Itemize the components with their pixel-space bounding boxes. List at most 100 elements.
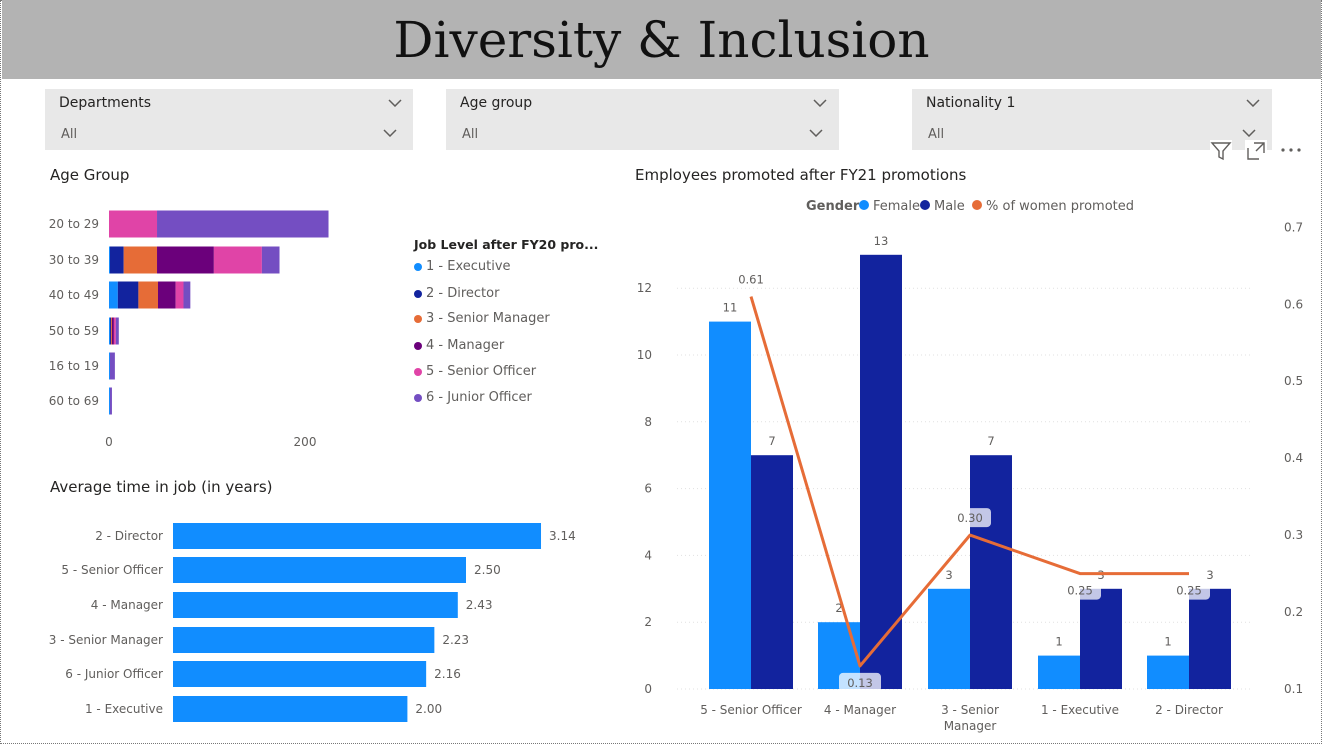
bar-segment <box>183 281 191 309</box>
chevron-down-icon[interactable] <box>383 129 397 137</box>
y-tick-label: 0 <box>644 682 652 696</box>
line-data-label: 0.25 <box>1067 584 1093 598</box>
bar <box>173 627 435 653</box>
category-label: 1 - Executive <box>85 702 163 716</box>
y-tick-label: 20 to 29 <box>49 217 99 231</box>
promoted-chart-title: Employees promoted after FY21 promotions <box>635 166 967 184</box>
age-group-chart-title: Age Group <box>50 166 130 184</box>
legend-title: Gender <box>806 199 860 214</box>
y2-tick-label: 0.6 <box>1284 297 1303 311</box>
data-label: 2.16 <box>434 667 461 681</box>
legend-label: Male <box>934 199 965 214</box>
category-label: 2 - Director <box>95 529 163 543</box>
focus-mode-icon[interactable] <box>1245 140 1267 162</box>
legend-item-senior-manager[interactable]: 3 - Senior Manager <box>414 311 550 326</box>
y-tick-label: 50 to 59 <box>49 324 99 338</box>
bar-segment <box>158 281 176 309</box>
slicer-dropdown-value[interactable]: All <box>61 127 78 142</box>
chevron-down-icon[interactable] <box>813 99 827 107</box>
data-label: 1 <box>1055 635 1062 649</box>
legend-item-manager[interactable]: 4 - Manager <box>414 338 504 353</box>
y2-tick-label: 0.7 <box>1284 220 1303 234</box>
page-title: Diversity & Inclusion <box>393 10 930 69</box>
x-tick-label: Manager <box>944 719 997 733</box>
bar-segment <box>109 387 112 415</box>
data-label: 3.14 <box>549 529 576 543</box>
chevron-down-icon[interactable] <box>809 129 823 137</box>
x-tick-label: 1 - Executive <box>1041 703 1119 717</box>
data-label: 2 <box>835 601 842 615</box>
avg-time-in-job-chart: 2 - Director 3.14 5 - Senior Officer 2.50 4 … <box>49 523 576 722</box>
legend-item-director[interactable]: 2 - Director <box>414 286 499 301</box>
line-label-box <box>1059 580 1101 600</box>
chevron-down-icon[interactable] <box>1246 99 1260 107</box>
bar <box>751 455 793 689</box>
bar-segment <box>123 246 158 274</box>
y2-tick-label: 0.2 <box>1284 605 1303 619</box>
legend-label: Female <box>873 199 920 214</box>
x-tick-label: 200 <box>294 435 317 449</box>
category-label: 6 - Junior Officer <box>65 667 163 681</box>
bar <box>970 455 1012 689</box>
bar-segment <box>109 210 158 238</box>
bar <box>928 588 970 689</box>
x-tick-label: 3 - Senior <box>941 703 999 717</box>
bar <box>173 696 408 722</box>
avg-time-chart-title: Average time in job (in years) <box>50 478 273 496</box>
data-label: 7 <box>987 434 994 448</box>
chevron-down-icon[interactable] <box>388 99 402 107</box>
chevron-down-icon[interactable] <box>1242 129 1256 137</box>
slicer-dropdown-value[interactable]: All <box>462 127 479 142</box>
category-label: 4 - Manager <box>91 598 163 612</box>
bar <box>1147 655 1189 689</box>
title-banner: Diversity & Inclusion <box>2 0 1321 79</box>
legend-marker <box>859 200 869 210</box>
bar <box>173 661 427 687</box>
bar-segment <box>117 281 139 309</box>
y-tick-label: 12 <box>637 281 652 295</box>
x-tick-label: 0 <box>105 435 113 449</box>
data-label: 7 <box>768 434 775 448</box>
bar-segment <box>157 246 214 274</box>
bar-segment <box>113 317 116 345</box>
slicer-title: Departments <box>59 95 152 111</box>
line-data-label: 0.30 <box>957 511 983 525</box>
job-level-legend-title: Job Level after FY20 pro... <box>414 237 599 252</box>
y-tick-label: 2 <box>644 615 652 629</box>
legend-item-junior-officer[interactable]: 6 - Junior Officer <box>414 390 532 405</box>
x-tick-label: 2 - Director <box>1155 703 1223 717</box>
departments-slicer[interactable]: Departments All <box>45 89 413 150</box>
category-label: 5 - Senior Officer <box>61 563 163 577</box>
y-tick-label: 10 <box>637 348 652 362</box>
category-label: 3 - Senior Manager <box>49 633 163 647</box>
y2-tick-label: 0.1 <box>1284 682 1303 696</box>
bar-segment <box>261 246 280 274</box>
y2-tick-label: 0.4 <box>1284 451 1303 465</box>
bar-segment <box>109 317 110 345</box>
data-label: 2.23 <box>442 633 469 647</box>
legend-item-senior-officer[interactable]: 5 - Senior Officer <box>414 364 536 379</box>
x-tick-label: 4 - Manager <box>824 703 896 717</box>
bar <box>860 254 902 690</box>
slicer-title: Nationality 1 <box>926 95 1016 111</box>
bar <box>173 557 466 583</box>
data-label: 2.43 <box>466 598 493 612</box>
bar-segment <box>109 352 110 380</box>
bar-segment <box>213 246 262 274</box>
slicer-dropdown-value[interactable]: All <box>928 127 945 142</box>
y-tick-label: 4 <box>644 548 652 562</box>
line-series <box>749 296 1189 668</box>
legend-item-executive[interactable]: 1 - Executive <box>414 259 511 274</box>
bar-segment <box>109 387 110 415</box>
bar-segment <box>109 246 124 274</box>
gender-legend[interactable]: Gender Female Male % of women promoted <box>800 195 1160 217</box>
nationality-slicer[interactable]: Nationality 1 All <box>912 89 1272 150</box>
age-group-slicer[interactable]: Age group All <box>446 89 839 150</box>
y-tick-label: 6 <box>644 482 652 496</box>
filter-icon[interactable] <box>1210 140 1232 162</box>
y2-tick-label: 0.3 <box>1284 528 1303 542</box>
bar-segment <box>111 317 114 345</box>
more-options-icon[interactable] <box>1279 140 1303 162</box>
bar-segment <box>109 246 110 274</box>
bar <box>173 592 458 618</box>
